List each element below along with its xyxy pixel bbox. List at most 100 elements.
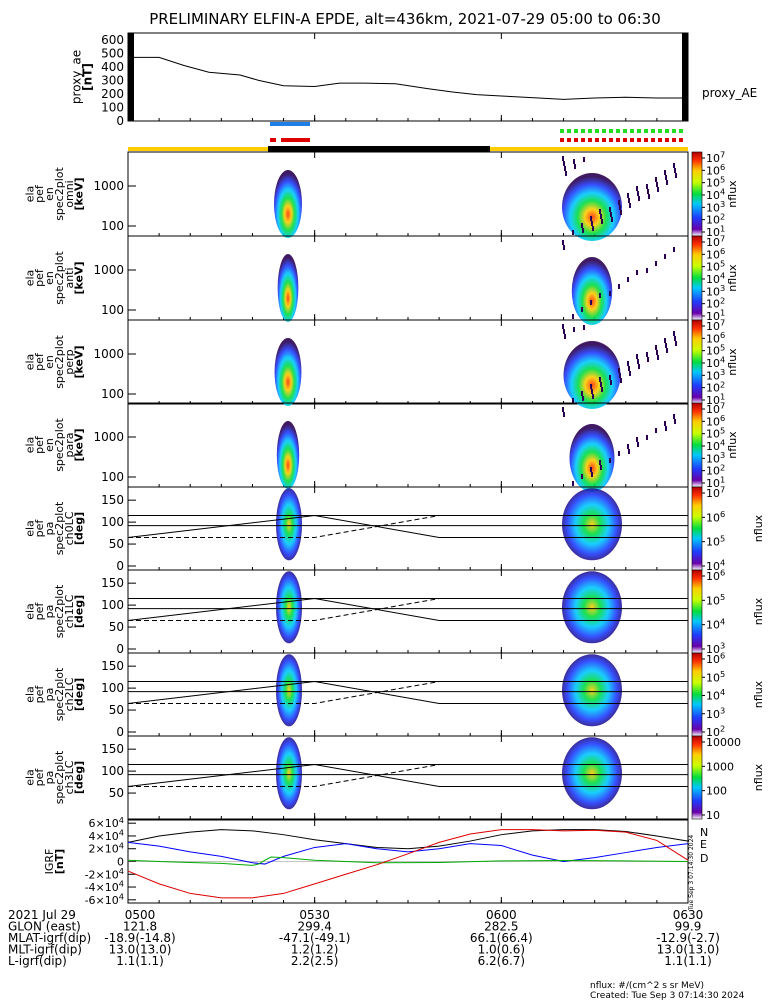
pa-ylabel: elapefpaspec2plotch1LC[deg] bbox=[23, 584, 86, 638]
science-zone-dash-red bbox=[616, 138, 620, 142]
energy-ytick-label: 1000 bbox=[93, 347, 124, 361]
energy-ytick-label: 100 bbox=[101, 303, 124, 317]
energy-spectrogram-speckle bbox=[655, 177, 657, 182]
pa-colorbar-tick-label: 104 bbox=[706, 616, 725, 631]
x-axis-row-value: 13.0(13.0) bbox=[657, 943, 720, 957]
pa-colorbar-tick-label: 103 bbox=[706, 641, 725, 656]
pa-colorbar-tick-label: 1000 bbox=[706, 760, 734, 773]
science-zone-dash-green bbox=[609, 129, 613, 133]
energy-spectrogram-speckle bbox=[600, 214, 602, 219]
science-zone-dash-red bbox=[630, 138, 634, 142]
x-axis-row-label: GLON (east) bbox=[8, 920, 81, 934]
proxy-ae-left-hatch bbox=[128, 33, 134, 121]
energy-spectrogram-speckle bbox=[620, 210, 622, 215]
pa-colorbar-tick-label: 105 bbox=[706, 533, 725, 548]
orbit-status-bars bbox=[128, 122, 688, 152]
energy-spectrogram-speckle bbox=[564, 166, 566, 171]
energy-spectrogram-speckle bbox=[636, 437, 638, 442]
science-zone-dash-red bbox=[581, 138, 585, 142]
science-zone-dash-green bbox=[658, 129, 662, 133]
energy-spectrogram-speckle bbox=[601, 387, 603, 392]
pa-colorbar-tick-label: 105 bbox=[706, 592, 725, 607]
pa-colorbar-tick-label: 104 bbox=[706, 558, 725, 573]
energy-ylabel: elapefenspec2plotanti[keV] bbox=[23, 251, 86, 305]
science-zone-dash-green bbox=[672, 129, 676, 133]
energy-colorbar-tick-label: 102 bbox=[706, 211, 725, 226]
energy-spectrogram-speckle bbox=[648, 194, 650, 199]
energy-spectrogram-speckle bbox=[562, 240, 564, 245]
energy-spectrogram-speckle bbox=[565, 171, 567, 176]
science-zone-dash-green bbox=[637, 129, 641, 133]
energy-spectrogram-speckle bbox=[572, 481, 574, 486]
energy-spectrogram-speckle bbox=[664, 421, 666, 426]
x-axis-row-value: -12.9(-2.7) bbox=[656, 931, 720, 945]
science-zone-bar-red-b bbox=[281, 138, 310, 142]
energy-spectrogram-speckle bbox=[581, 307, 583, 312]
x-axis-row-value: -18.9(-14.8) bbox=[104, 931, 175, 945]
pa-ytick-label: 50 bbox=[109, 537, 124, 551]
pa-colorbar-tick-label: 102 bbox=[706, 724, 725, 739]
energy-spectrogram-speckle bbox=[629, 371, 631, 376]
energy-spectrogram-speckle bbox=[628, 366, 630, 371]
energy-colorbar-tick-label: 104 bbox=[706, 271, 725, 286]
energy-spectrogram-speckle bbox=[664, 170, 666, 175]
igrf-line-N bbox=[127, 841, 689, 865]
science-zone-dash-green bbox=[567, 129, 571, 133]
pa-ytick-label: 50 bbox=[109, 620, 124, 634]
pa-ytick-label: 0 bbox=[116, 725, 124, 739]
energy-spectrogram-speckle bbox=[647, 189, 649, 194]
proxy-ae-frame bbox=[127, 32, 689, 122]
energy-spectrogram-speckle bbox=[636, 186, 638, 191]
pa-ytick-label: 100 bbox=[101, 515, 124, 529]
pa-cbar-label: nflux bbox=[752, 514, 765, 542]
energy-spectrogram-burst-b bbox=[563, 341, 621, 409]
energy-spectrogram-speckle bbox=[666, 180, 668, 185]
energy-spectrogram-speckle bbox=[655, 261, 657, 266]
x-axis-row-value: 0600 bbox=[486, 908, 517, 922]
energy-spectrogram-speckle bbox=[610, 212, 612, 217]
x-axis-row-value: 6.2(6.7) bbox=[478, 954, 526, 968]
energy-spectrogram-speckle bbox=[600, 465, 602, 470]
orbit-bar-yellow-a bbox=[128, 147, 268, 151]
pa-ytick-label: 150 bbox=[101, 493, 124, 507]
pa-spectrogram-burst-a bbox=[276, 571, 302, 644]
energy-colorbar-tick-label: 102 bbox=[706, 462, 725, 477]
proxy-ae-ytick-label: 600 bbox=[101, 33, 124, 47]
science-zone-bar-blue bbox=[270, 122, 310, 126]
pa-ytick-label: 150 bbox=[101, 742, 124, 756]
energy-spectrogram-speckle bbox=[655, 345, 657, 350]
igrf-line-black bbox=[127, 829, 689, 850]
x-axis-row-value: 99.9 bbox=[675, 920, 702, 934]
science-zone-dash-green bbox=[623, 129, 627, 133]
energy-spectrogram-speckle bbox=[591, 221, 593, 226]
energy-ytick-label: 1000 bbox=[93, 179, 124, 193]
science-zone-dash-red bbox=[609, 138, 613, 142]
pa-losscone-solid bbox=[127, 681, 688, 704]
energy-spectrogram-speckle bbox=[673, 331, 675, 336]
pa-colorbar-tick-label: 100 bbox=[706, 785, 727, 798]
science-zone-dash-green bbox=[616, 129, 620, 133]
energy-spectrogram-burst-a bbox=[274, 170, 302, 238]
science-zone-dash-red bbox=[644, 138, 648, 142]
energy-colorbar-tick-label: 104 bbox=[706, 355, 725, 370]
energy-spectrogram-speckle bbox=[673, 414, 675, 419]
energy-colorbar-tick-label: 103 bbox=[706, 283, 725, 298]
igrf-line-E bbox=[127, 856, 689, 866]
pa-colorbar-tick-label: 10000 bbox=[706, 736, 741, 749]
energy-colorbar-tick-label: 103 bbox=[706, 450, 725, 465]
energy-colorbar-tick-label: 106 bbox=[706, 413, 725, 428]
energy-ytick-label: 100 bbox=[101, 219, 124, 233]
energy-spectrogram-speckle bbox=[564, 334, 566, 339]
energy-spectrogram-speckle bbox=[647, 357, 649, 362]
energy-colorbar-tick-label: 107 bbox=[706, 234, 725, 249]
energy-colorbar-tick-label: 106 bbox=[706, 330, 725, 345]
energy-spectrogram-speckle bbox=[675, 341, 677, 346]
energy-spectrogram-speckle bbox=[591, 472, 593, 477]
footer-units: nflux: #/(cm^2 s sr MeV) bbox=[590, 981, 704, 991]
energy-spectrogram-speckle bbox=[600, 382, 602, 387]
energy-spectrogram-speckle bbox=[675, 173, 677, 178]
energy-spectrogram-speckle bbox=[618, 368, 620, 373]
energy-spectrogram-speckle bbox=[599, 209, 601, 214]
